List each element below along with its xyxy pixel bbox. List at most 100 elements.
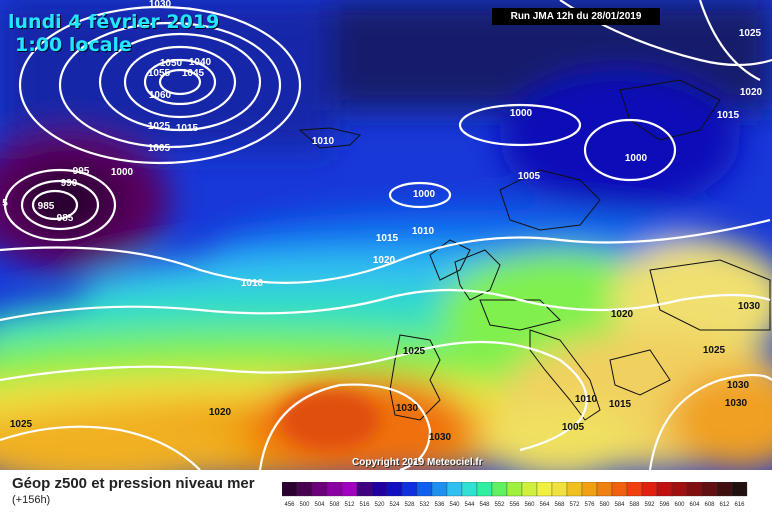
- color-scale-label: 520: [374, 502, 385, 508]
- color-scale-label: 580: [599, 502, 610, 508]
- isobar-label: 995: [73, 166, 90, 177]
- color-scale-swatch: [386, 482, 403, 497]
- color-scale: 456 500 504 508 512 516 520 524 528 532 536 540 544 5…: [282, 482, 748, 508]
- color-scale-swatch: [716, 482, 733, 497]
- isobar-label: 1020: [373, 255, 396, 266]
- isobar-label: 1030: [727, 380, 750, 391]
- color-scale-label: 608: [704, 502, 715, 508]
- legend-title: Géop z500 et pression niveau mer: [12, 475, 255, 492]
- color-scale-swatch: [641, 482, 658, 497]
- color-scale-swatch: [581, 482, 598, 497]
- isobar-label: 1060: [149, 90, 172, 101]
- color-scale-label: 532: [419, 502, 430, 508]
- isobar-label: 1015: [609, 399, 632, 410]
- color-scale-label: 576: [584, 502, 595, 508]
- model-run-label: Run JMA 12h du 28/01/2019: [492, 8, 660, 25]
- color-scale-swatch: [731, 482, 748, 497]
- isobar-label: 1015: [376, 233, 399, 244]
- color-scale-swatch: [446, 482, 463, 497]
- color-scale-label: 516: [359, 502, 370, 508]
- isobar-label: 1025: [403, 346, 426, 357]
- forecast-local-time: 1:00 locale: [15, 34, 132, 56]
- isobar-label: 1025: [10, 419, 33, 430]
- isobar-label: 1010: [412, 226, 435, 237]
- isobar-label: 1030: [725, 398, 748, 409]
- isobar-label: 1025: [703, 345, 726, 356]
- color-scale-swatch: [416, 482, 433, 497]
- isobar-label: 1010: [241, 278, 264, 289]
- isobar-label: 1005: [562, 422, 585, 433]
- color-scale-label: 588: [629, 502, 640, 508]
- color-scale-swatch: [671, 482, 688, 497]
- color-scale-label: 508: [329, 502, 340, 508]
- isobar-label: 985: [38, 201, 55, 212]
- color-scale-swatch: [491, 482, 508, 497]
- color-scale-swatch: [596, 482, 613, 497]
- color-scale-label: 552: [494, 502, 505, 508]
- forecast-lead-time: (+156h): [12, 494, 51, 506]
- copyright-text: Copyright 2019 Meteociel.fr: [352, 457, 483, 468]
- color-scale-swatch: [371, 482, 388, 497]
- color-scale-label: 572: [569, 502, 580, 508]
- color-scale-swatch: [551, 482, 568, 497]
- isobar-label: 1025: [148, 121, 171, 132]
- isobar-label: 1015: [717, 110, 740, 121]
- isobar-label: 1000: [510, 108, 533, 119]
- isobar-label: 1010: [575, 394, 598, 405]
- isobar-labels: 1030 1050 1040 1055 1045 1060 1025 1015 1005 1010…: [2, 0, 762, 443]
- color-scale-label: 604: [689, 502, 700, 508]
- color-scale-label: 512: [344, 502, 355, 508]
- isobar-label: 1015: [176, 123, 199, 134]
- color-scale-swatch: [476, 482, 493, 497]
- color-scale-label: 544: [464, 502, 475, 508]
- color-scale-label: 584: [614, 502, 625, 508]
- color-scale-label: 592: [644, 502, 655, 508]
- color-scale-label: 556: [509, 502, 520, 508]
- color-scale-swatch: [401, 482, 418, 497]
- isobar-label: 1040: [189, 57, 212, 68]
- color-scale-label: 540: [449, 502, 460, 508]
- isobar-label: 1005: [148, 143, 171, 154]
- isobar-label: 1025: [739, 28, 762, 39]
- isobar-label: 1030: [429, 432, 452, 443]
- color-scale-label: 504: [314, 502, 325, 508]
- isobar-label: 1045: [182, 68, 205, 79]
- color-scale-swatch: [311, 482, 328, 497]
- isobar-label: 985: [57, 213, 74, 224]
- color-scale-label: 500: [299, 502, 310, 508]
- color-scale-swatch: [506, 482, 523, 497]
- color-scale-label: 600: [674, 502, 685, 508]
- isobar-label: 990: [61, 178, 78, 189]
- isobar-label: 1020: [209, 407, 232, 418]
- color-scale-label: 536: [434, 502, 445, 508]
- color-scale-swatch: [701, 482, 718, 497]
- isobar-label: 1000: [625, 153, 648, 164]
- color-scale-swatch: [536, 482, 553, 497]
- isobar-label: 1030: [149, 0, 172, 10]
- color-scale-label: 524: [389, 502, 400, 508]
- isobar-label: 1010: [312, 136, 335, 147]
- color-scale-swatch: [611, 482, 628, 497]
- forecast-date: lundi 4 février 2019: [8, 11, 220, 33]
- color-scale-swatch: [566, 482, 583, 497]
- isobar-label: 1055: [148, 68, 171, 79]
- isobar-label: 1030: [738, 301, 761, 312]
- isobar-label: 1000: [111, 167, 134, 178]
- synoptic-map: 1030 1050 1040 1055 1045 1060 1025 1015 1005 1010…: [0, 0, 772, 470]
- isobar-label: 1000: [413, 189, 436, 200]
- color-scale-label: 548: [479, 502, 490, 508]
- isobar-lines: [0, 0, 772, 470]
- color-scale-swatch: [461, 482, 478, 497]
- color-scale-swatch: [431, 482, 448, 497]
- isobar-label: 1020: [740, 87, 763, 98]
- color-scale-swatch: [296, 482, 313, 497]
- color-scale-label: 456: [284, 502, 295, 508]
- color-scale-label: 528: [404, 502, 415, 508]
- color-scale-label: 612: [719, 502, 730, 508]
- isobar-label: 1005: [518, 171, 541, 182]
- color-scale-label: 596: [659, 502, 670, 508]
- isobar-label: 1020: [611, 309, 634, 320]
- isobar-label: 1030: [396, 403, 419, 414]
- color-scale-label: 564: [539, 502, 550, 508]
